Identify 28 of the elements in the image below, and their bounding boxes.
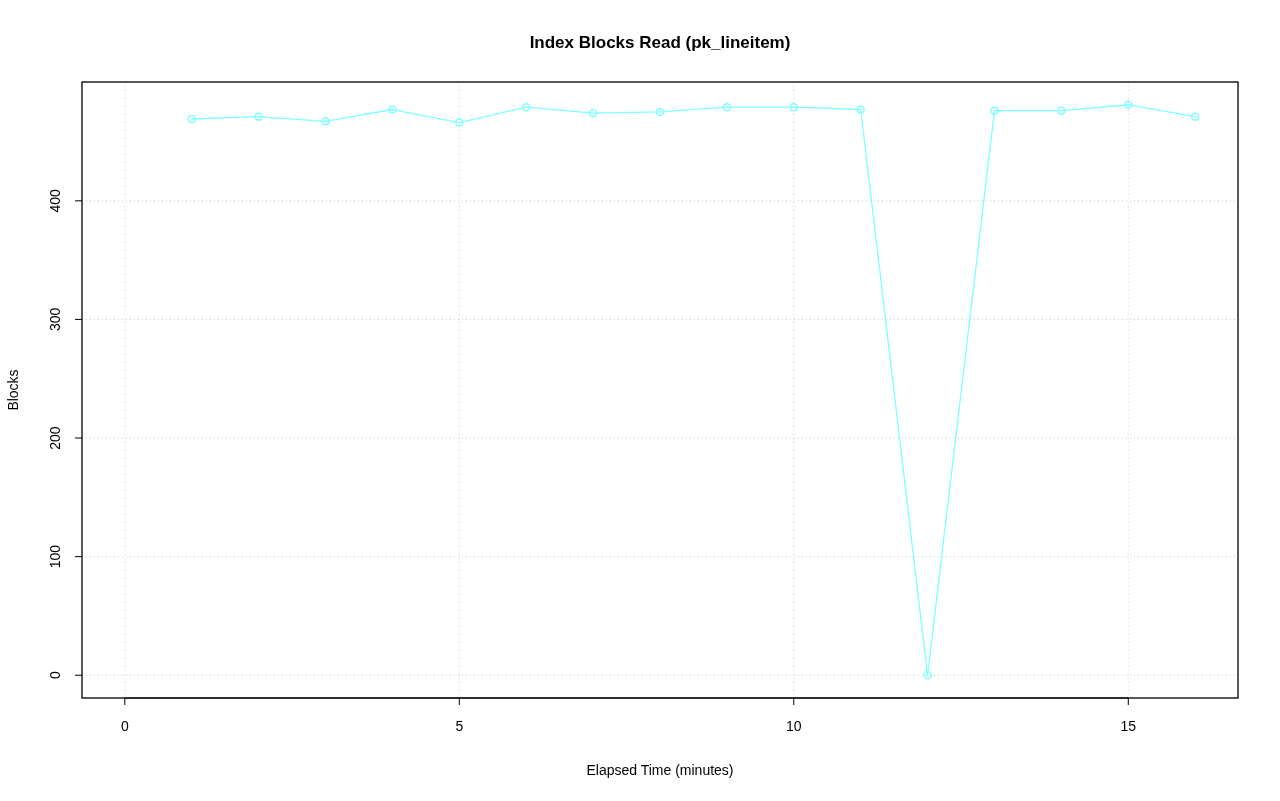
x-tick-label: 10: [786, 718, 802, 734]
y-tick-label: 400: [47, 188, 63, 213]
point: [455, 118, 464, 127]
y-tick-label: 100: [47, 544, 63, 569]
x-axis-title: Elapsed Time (minutes): [586, 762, 734, 778]
point: [1057, 106, 1066, 115]
point: [923, 670, 932, 680]
point: [588, 108, 598, 118]
y-axis-title: Blocks: [5, 369, 21, 411]
y-tick-label: 200: [47, 426, 63, 450]
point: [388, 105, 397, 114]
point: [187, 114, 196, 124]
point: [789, 102, 799, 112]
point: [990, 106, 999, 115]
point: [1124, 100, 1133, 110]
y-tick-label: 300: [47, 307, 63, 332]
x-tick-label: 5: [455, 718, 464, 734]
x-tick-label: 0: [120, 718, 129, 734]
point: [655, 107, 665, 117]
point: [254, 112, 263, 121]
x-tick-label: 15: [1120, 718, 1137, 734]
point: [521, 102, 531, 112]
point: [321, 117, 330, 126]
point: [856, 105, 865, 114]
point: [722, 102, 732, 112]
chart-title: Index Blocks Read (pk_lineitem): [529, 33, 791, 52]
y-tick-label: 0: [47, 671, 63, 680]
point: [1190, 112, 1200, 121]
